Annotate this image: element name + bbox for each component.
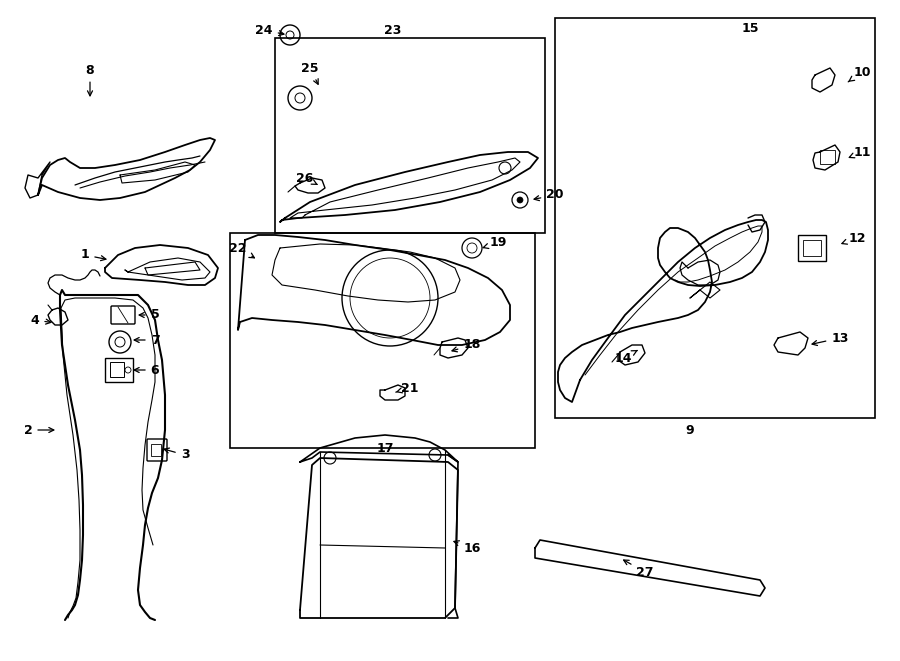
Bar: [275, 38, 545, 233]
Text: 12: 12: [842, 231, 866, 245]
Circle shape: [517, 197, 523, 203]
Text: 11: 11: [850, 145, 871, 159]
Text: 23: 23: [384, 24, 401, 36]
Text: 22: 22: [230, 241, 255, 258]
Text: 5: 5: [140, 309, 159, 321]
Text: 27: 27: [624, 560, 653, 578]
Bar: [105, 358, 133, 382]
Text: 24: 24: [256, 24, 284, 36]
Text: 8: 8: [86, 63, 94, 96]
Bar: [555, 18, 875, 418]
Text: 26: 26: [296, 171, 317, 184]
Bar: [110, 362, 124, 377]
Text: 16: 16: [454, 541, 481, 555]
Text: 2: 2: [23, 424, 54, 436]
Text: 14: 14: [614, 350, 637, 364]
Bar: [798, 235, 826, 261]
Text: 20: 20: [534, 188, 563, 202]
Bar: [230, 233, 535, 448]
Text: 10: 10: [848, 65, 871, 82]
Text: 13: 13: [812, 332, 849, 346]
Text: 9: 9: [686, 424, 694, 436]
Text: 6: 6: [134, 364, 159, 377]
Text: 25: 25: [302, 61, 319, 84]
Text: 4: 4: [31, 313, 51, 327]
Text: 21: 21: [396, 381, 418, 395]
Bar: [803, 240, 821, 256]
Text: 19: 19: [483, 237, 507, 249]
Text: 3: 3: [164, 448, 189, 461]
Bar: [151, 444, 161, 456]
Text: 7: 7: [134, 334, 159, 346]
Text: 15: 15: [742, 22, 759, 34]
Text: 17: 17: [376, 442, 394, 455]
Text: 1: 1: [81, 249, 106, 262]
Text: 18: 18: [452, 338, 481, 352]
Bar: [820, 150, 835, 164]
